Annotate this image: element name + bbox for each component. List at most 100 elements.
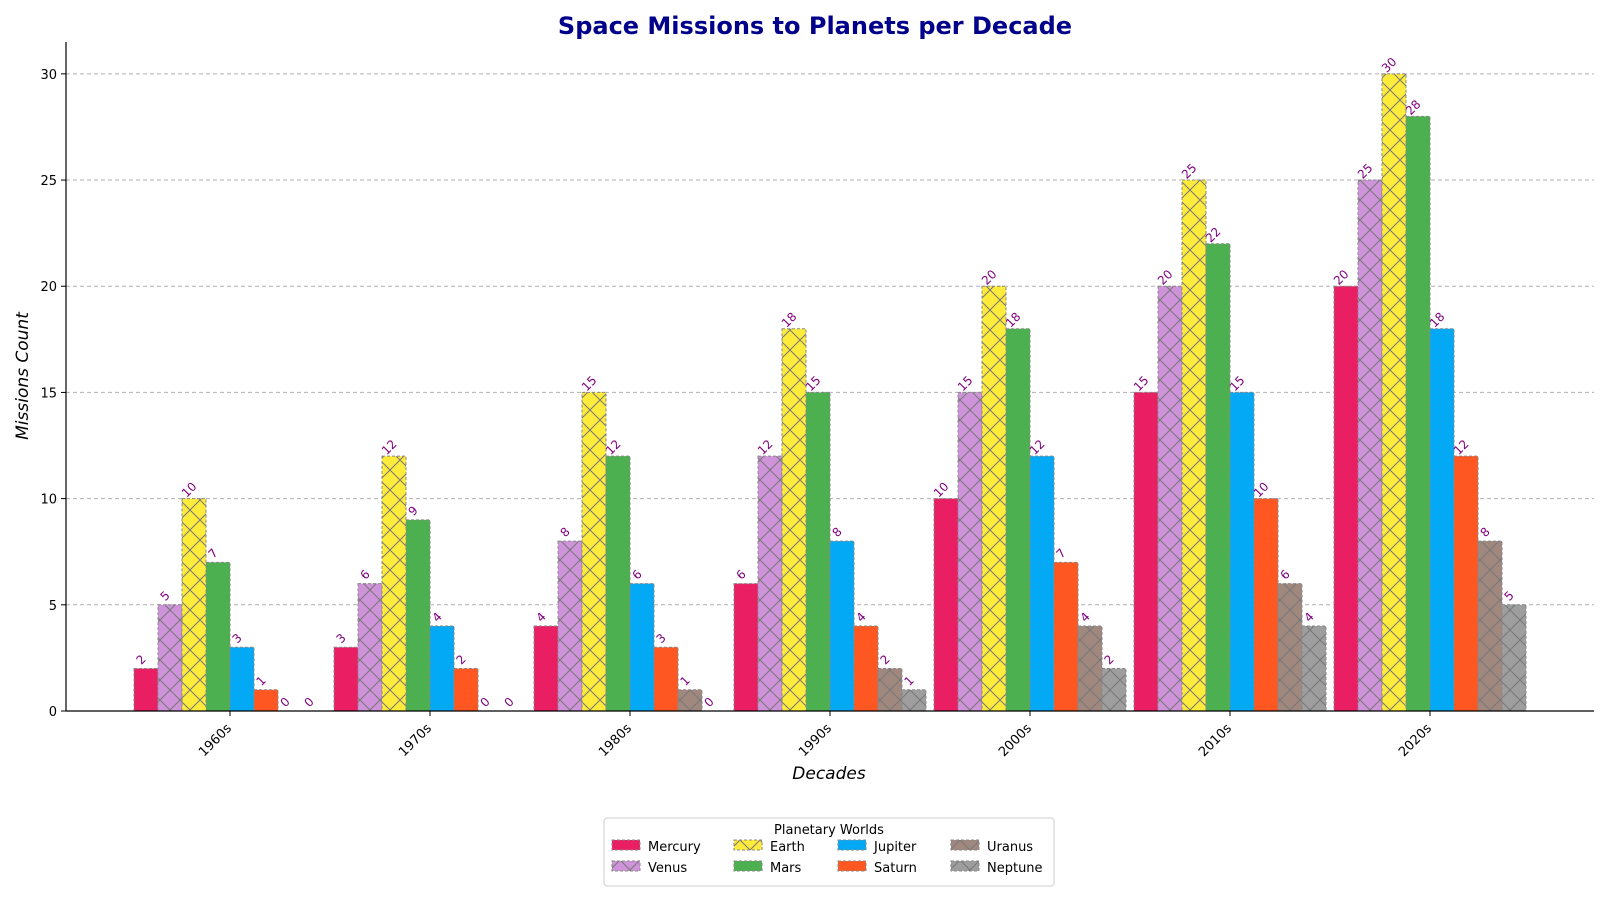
legend-label: Mars [770,861,802,876]
bar-uranus-1980s [677,689,703,712]
legend-label: Neptune [987,861,1043,876]
y-tick-label: 10 [40,493,57,508]
bars [133,73,1527,712]
bar-earth-1960s [181,498,207,712]
bar-mars-2000s [1005,328,1031,712]
data-label: 1 [902,673,917,688]
data-label: 0 [302,695,317,710]
data-label: 3 [654,631,669,646]
bar-venus-1980s [557,540,583,712]
bar-jupiter-1960s [229,646,255,712]
legend-label: Mercury [648,840,701,855]
bar-neptune-2000s [1101,668,1127,712]
legend-label: Earth [770,840,805,855]
bar-mercury-1970s [333,646,359,712]
data-label: 18 [779,310,800,331]
legend-item-venus: Venus [611,860,687,876]
bar-saturn-2010s [1253,498,1279,712]
data-label: 7 [1054,546,1069,561]
bar-uranus-2020s [1477,540,1503,712]
legend-item-saturn: Saturn [837,860,917,876]
bar-mercury-1990s [733,583,759,712]
data-label: 25 [1179,161,1200,182]
y-tick-label: 15 [40,386,57,401]
data-label: 15 [955,373,976,394]
data-label: 6 [1278,567,1293,582]
data-label: 0 [278,695,293,710]
data-label: 3 [230,631,245,646]
legend-item-mercury: Mercury [611,839,701,855]
bar-uranus-2000s [1077,625,1103,712]
bar-venus-1960s [157,604,183,712]
data-label: 8 [1478,525,1493,540]
data-label: 5 [1502,588,1517,603]
bar-mars-1960s [205,561,231,712]
bar-venus-2010s [1157,285,1183,712]
bar-neptune-2020s [1501,604,1527,712]
data-label: 12 [379,437,400,458]
bar-saturn-1960s [253,689,279,712]
y-tick-label: 30 [40,68,57,83]
x-tick-label: 2020s [1396,721,1435,760]
bar-saturn-1980s [653,646,679,712]
bar-venus-2000s [957,391,983,712]
bar-venus-1990s [757,455,783,712]
bar-mars-1980s [605,455,631,712]
legend-label: Uranus [987,840,1033,855]
data-label: 10 [179,479,200,500]
bar-mercury-2000s [933,498,959,712]
legend-item-mars: Mars [733,860,802,876]
legend-title: Planetary Worlds [774,823,884,838]
bar-mercury-2020s [1333,285,1359,712]
bar-earth-1970s [381,455,407,712]
legend-item-jupiter: Jupiter [837,839,917,855]
bar-earth-1980s [581,391,607,712]
bar-earth-1990s [781,328,807,712]
data-label: 4 [430,610,445,625]
data-label: 10 [931,479,952,500]
x-tick-label: 2010s [1196,721,1235,760]
data-label: 12 [755,437,776,458]
data-label: 2 [878,652,893,667]
data-label: 6 [358,567,373,582]
data-label: 30 [1379,55,1400,76]
data-label: 15 [579,373,600,394]
x-tick-label: 2000s [996,721,1035,760]
legend-swatch [611,860,641,872]
bar-jupiter-1970s [429,625,455,712]
legend-swatch [837,839,867,851]
bar-jupiter-1980s [629,583,655,712]
data-label: 3 [334,631,349,646]
data-label: 0 [502,695,517,710]
data-label: 8 [558,525,573,540]
x-axis-label: Decades [792,764,866,784]
x-tick-label: 1960s [196,721,235,760]
legend-swatch [733,839,763,851]
data-label: 7 [206,546,221,561]
bar-jupiter-2020s [1429,328,1455,712]
bar-neptune-2010s [1301,625,1327,712]
bar-jupiter-1990s [829,540,855,712]
y-tick-label: 25 [40,174,57,189]
data-label: 20 [1331,267,1352,288]
data-label: 15 [1131,373,1152,394]
bar-earth-2010s [1181,179,1207,712]
data-label: 4 [1078,610,1093,625]
data-label: 1 [678,673,693,688]
chart-title: Space Missions to Planets per Decade [558,12,1072,40]
legend-item-earth: Earth [733,839,805,855]
legend-frame [603,817,1055,887]
data-label: 4 [534,610,549,625]
legend-swatch [611,839,641,851]
bar-jupiter-2010s [1229,391,1255,712]
bar-mars-2010s [1205,243,1231,712]
x-tick-label: 1990s [796,721,835,760]
data-label: 4 [854,610,869,625]
bar-earth-2000s [981,285,1007,712]
x-tick-label: 1980s [596,721,635,760]
legend-label: Saturn [874,861,917,876]
bar-uranus-2010s [1277,583,1303,712]
bar-uranus-1990s [877,668,903,712]
bar-venus-2020s [1357,179,1383,712]
